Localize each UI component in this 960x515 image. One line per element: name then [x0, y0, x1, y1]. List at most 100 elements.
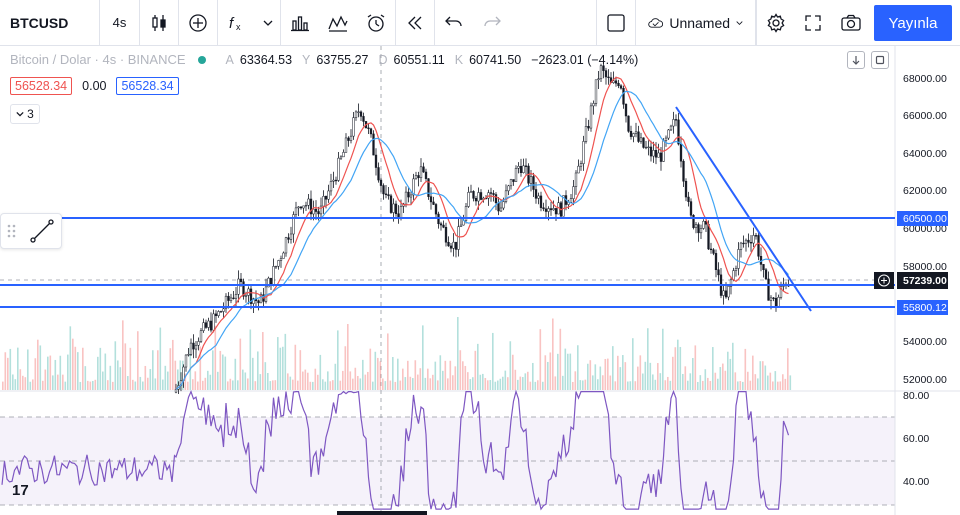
- trend-line-tool-icon[interactable]: [27, 216, 57, 246]
- volume-bar: [744, 348, 747, 390]
- volume-bar: [169, 348, 172, 390]
- volume-bar: [722, 363, 724, 390]
- candle-body: [712, 249, 715, 254]
- volume-bar: [532, 362, 534, 390]
- volume-bar: [697, 381, 699, 390]
- templates-button[interactable]: [281, 0, 319, 46]
- volume-bar: [332, 380, 334, 390]
- volume-bar: [599, 366, 602, 390]
- volume-bar: [669, 380, 672, 390]
- candle-body: [779, 286, 783, 298]
- candle-body: [767, 278, 770, 301]
- floating-drawing-toolbar[interactable]: [0, 213, 62, 249]
- bottom-scroll-indicator[interactable]: [337, 511, 427, 515]
- volume-bar: [659, 373, 662, 390]
- candle-body: [774, 297, 778, 307]
- volume-bar: [2, 381, 4, 390]
- volume-bar: [337, 330, 339, 390]
- chart-pane[interactable]: 68000.00 66000.00 64000.00 62000.00 6000…: [0, 46, 960, 515]
- volume-bar: [539, 329, 542, 390]
- layout-menu-button[interactable]: Unnamed: [636, 0, 756, 46]
- candle-body: [652, 150, 655, 157]
- open-label: A: [225, 52, 234, 67]
- ma-blue-line: [175, 90, 789, 390]
- volume-bar: [219, 350, 222, 390]
- candle-body: [287, 237, 290, 240]
- volume-bar: [37, 339, 39, 390]
- volume-bar: [652, 374, 654, 390]
- volume-bar: [584, 379, 587, 390]
- price-chart[interactable]: 68000.00 66000.00 64000.00 62000.00 6000…: [0, 46, 960, 515]
- trend-line[interactable]: [675, 106, 812, 312]
- legend-title[interactable]: Bitcoin / Dolar · 4s · BINANCE: [10, 52, 186, 67]
- chart-type-button[interactable]: [140, 0, 178, 46]
- compare-button[interactable]: [179, 0, 217, 46]
- replay-button[interactable]: [396, 0, 434, 46]
- candle-body: [764, 269, 768, 280]
- candle-body: [634, 131, 638, 134]
- price-axis[interactable]: 68000.00 66000.00 64000.00 62000.00 6000…: [903, 73, 947, 386]
- add-alert-button[interactable]: [874, 272, 894, 289]
- volume-bar: [724, 370, 727, 390]
- candle-body: [547, 208, 550, 212]
- interval-button[interactable]: 4s: [100, 0, 140, 46]
- candle-body: [687, 196, 690, 202]
- price-tick: 52000.00: [903, 374, 947, 386]
- indicator-value-red: 56528.34: [10, 77, 73, 95]
- indicators-collapse-button[interactable]: 3: [10, 104, 40, 124]
- volume-bar: [484, 377, 487, 390]
- symbol-legend: Bitcoin / Dolar · 4s · BINANCE A 63364.53…: [10, 52, 642, 67]
- price-tick: 68000.00: [903, 73, 947, 85]
- volume-bar: [294, 344, 297, 390]
- candle-body: [224, 295, 228, 310]
- select-layout-checkbox[interactable]: [597, 0, 635, 46]
- restore-pane-button[interactable]: [871, 51, 889, 69]
- candle-body: [479, 192, 483, 200]
- volume-bar: [729, 358, 732, 390]
- alarm-button[interactable]: [357, 0, 395, 46]
- candle-body: [637, 131, 640, 142]
- volume-bar: [732, 342, 734, 390]
- candle-body: [539, 195, 543, 208]
- volume-bar: [282, 346, 284, 390]
- volume-bar: [17, 347, 19, 390]
- candle-body: [442, 224, 445, 228]
- volume-bar: [519, 376, 522, 390]
- scroll-down-button[interactable]: [847, 51, 865, 69]
- volume-bar: [39, 345, 42, 390]
- volume-bar: [644, 361, 647, 390]
- candle-body: [194, 344, 198, 350]
- candle-body: [562, 195, 565, 217]
- volume-bar: [739, 381, 742, 390]
- volume-bar: [232, 380, 234, 390]
- volume-bar: [347, 324, 349, 390]
- drag-handle-icon[interactable]: [5, 221, 19, 241]
- fullscreen-button[interactable]: [794, 0, 832, 46]
- settings-button[interactable]: [756, 0, 794, 46]
- publish-button[interactable]: Yayınla: [874, 5, 952, 41]
- volume-bar: [432, 374, 434, 390]
- indicators-dropdown[interactable]: [256, 0, 280, 46]
- undo-button[interactable]: [435, 0, 473, 46]
- volume-bar: [562, 375, 564, 390]
- rsi-tick: 80.00: [903, 390, 929, 402]
- alert-button[interactable]: [319, 0, 357, 46]
- volume-bar: [657, 363, 659, 390]
- price-tick: 62000.00: [903, 185, 947, 197]
- volume-bar: [77, 352, 79, 390]
- volume-bar: [249, 329, 252, 390]
- volume-bar: [447, 378, 449, 390]
- volume-bar: [299, 350, 302, 390]
- redo-button[interactable]: [473, 0, 511, 46]
- volume-bar: [667, 376, 669, 390]
- tradingview-logo[interactable]: 17: [12, 482, 29, 499]
- snapshot-button[interactable]: [832, 0, 870, 46]
- volume-bar: [57, 374, 59, 390]
- candle-body: [304, 205, 308, 207]
- volume-bar: [72, 338, 74, 390]
- symbol-search-button[interactable]: BTCUSD: [0, 0, 100, 46]
- volume-bar: [547, 361, 549, 390]
- volume-bar: [144, 365, 147, 390]
- candle-body: [502, 201, 505, 209]
